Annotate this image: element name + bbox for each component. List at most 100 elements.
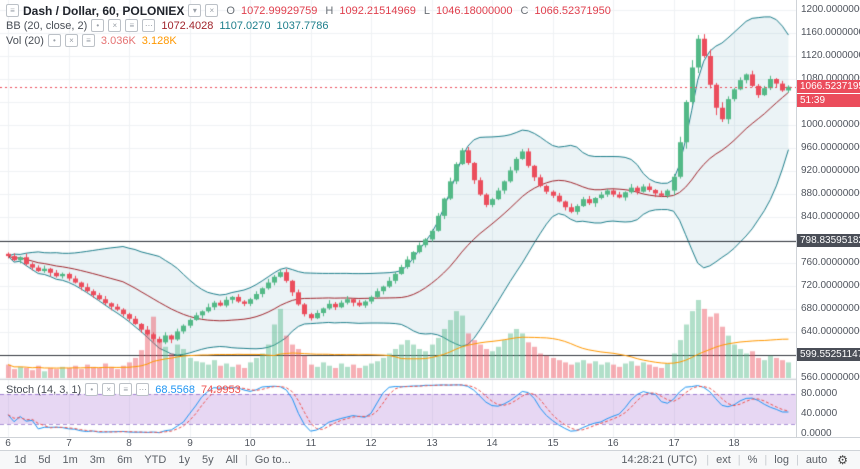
countdown-tag: 51:39 [797, 94, 860, 107]
high-label: H [325, 4, 334, 17]
range-button-6m[interactable]: 6m [117, 454, 133, 466]
time-axis-label: 6 [5, 438, 11, 449]
stoch-more-icon[interactable]: ⋯ [136, 383, 150, 396]
range-button-5y[interactable]: 5y [201, 454, 214, 466]
price-axis[interactable]: 1200.00000000 1160.00000000 1120.00000000 1… [796, 0, 860, 439]
legend-collapse-icon[interactable]: ▾ [188, 4, 202, 17]
price-axis-label: 640.00000000 [801, 326, 860, 337]
high-value: 1092.21514969 [339, 4, 416, 17]
bb-basis-value: 1072.4028 [161, 19, 214, 32]
symbol-row: ≡ Dash / Dollar, 60, POLONIEX ▾ × O 1072… [6, 3, 611, 18]
clock-display[interactable]: 14:28:21 (UTC) [621, 454, 698, 466]
time-axis-label: 13 [426, 438, 438, 449]
low-label: L [423, 4, 430, 17]
time-axis-label: 9 [187, 438, 193, 449]
goto-button[interactable]: Go to... [254, 454, 291, 466]
price-axis-label: 680.00000000 [801, 303, 860, 314]
bb-more-icon[interactable]: ⋯ [142, 19, 156, 32]
stoch-axis-label: 40.0000 [801, 408, 838, 419]
stoch-d-value: 74.9953 [200, 383, 241, 396]
bb-settings-icon[interactable]: ≡ [125, 19, 139, 32]
percent-button[interactable]: % [747, 454, 758, 466]
range-button-3m[interactable]: 3m [89, 454, 106, 466]
chart-menu-icon[interactable]: ≡ [6, 4, 19, 17]
vol-settings-icon[interactable]: ≡ [81, 34, 95, 47]
time-axis-label: 14 [486, 438, 498, 449]
bb-remove-icon[interactable]: × [108, 19, 122, 32]
range-button-1m[interactable]: 1m [62, 454, 78, 466]
close-value: 1066.52371950 [534, 4, 611, 17]
range-button-ytd[interactable]: YTD [144, 454, 167, 466]
time-axis-label: 11 [305, 438, 317, 449]
price-axis-label: 560.00000000 [801, 372, 860, 383]
range-button-1d[interactable]: 1d [14, 454, 27, 466]
toolbar-divider: | [244, 454, 248, 466]
bottom-toolbar: 1d 5d 1m 3m 6m YTD 1y 5y All | Go to... 14:28:21… [0, 450, 860, 469]
bb-label[interactable]: BB (20, close, 2) [6, 19, 88, 32]
bb-indicator-row: BB (20, close, 2) • × ≡ ⋯ 1072.4028 1107… [6, 18, 611, 33]
auto-button[interactable]: auto [805, 454, 828, 466]
stoch-axis-label: 80.0000 [801, 388, 838, 399]
price-axis-label: 920.00000000 [801, 165, 860, 176]
price-axis-label: 720.00000000 [801, 280, 860, 291]
time-axis-label: 10 [244, 438, 256, 449]
stoch-indicator-row: Stoch (14, 3, 1) • × ≡ ⋯ 68.5568 74.9953 [6, 382, 241, 397]
stoch-remove-icon[interactable]: × [102, 383, 116, 396]
stoch-k-value: 68.5568 [155, 383, 195, 396]
toolbar-divider: | [737, 454, 741, 466]
vol-visibility-icon[interactable]: • [47, 34, 61, 47]
close-label: C [520, 4, 529, 17]
vol-ma-value: 3.128K [141, 34, 177, 47]
price-axis-label: 1080.00000000 [801, 73, 860, 84]
time-axis[interactable]: 6 7 8 9 10 11 12 13 14 15 16 17 18 [0, 437, 860, 450]
price-axis-label: 1160.00000000 [801, 27, 860, 38]
symbol-title[interactable]: Dash / Dollar, 60, POLONIEX [23, 3, 185, 18]
stoch-axis-label: 0.0000 [801, 428, 832, 439]
open-value: 1072.99929759 [240, 4, 318, 17]
level-price-tag: 599.55251147 [797, 348, 860, 361]
vol-value: 3.036K [100, 34, 136, 47]
time-axis-label: 18 [728, 438, 740, 449]
range-button-all[interactable]: All [225, 454, 238, 466]
last-price-tag: 1066.52371950 [797, 80, 860, 93]
stoch-visibility-icon[interactable]: • [85, 383, 99, 396]
range-button-5d[interactable]: 5d [38, 454, 51, 466]
bb-lower-value: 1037.7786 [276, 19, 329, 32]
ext-button[interactable]: ext [716, 454, 731, 466]
price-axis-label: 1000.00000000 [801, 119, 860, 130]
vol-label[interactable]: Vol (20) [6, 34, 44, 47]
main-legend: ≡ Dash / Dollar, 60, POLONIEX ▾ × O 1072… [6, 3, 611, 48]
time-axis-label: 17 [668, 438, 680, 449]
price-axis-label: 880.00000000 [801, 188, 860, 199]
time-axis-label: 16 [607, 438, 619, 449]
price-axis-label: 1120.00000000 [801, 50, 860, 61]
time-axis-label: 8 [126, 438, 132, 449]
price-axis-label: 960.00000000 [801, 142, 860, 153]
range-button-1y[interactable]: 1y [178, 454, 190, 466]
log-button[interactable]: log [774, 454, 789, 466]
vol-remove-icon[interactable]: × [64, 34, 78, 47]
range-buttons: 1d 5d 1m 3m 6m YTD 1y 5y All [8, 454, 244, 466]
open-label: O [226, 4, 235, 17]
stoch-label[interactable]: Stoch (14, 3, 1) [6, 383, 82, 396]
toolbar-divider: | [764, 454, 768, 466]
time-axis-label: 15 [547, 438, 559, 449]
price-axis-label: 760.00000000 [801, 257, 860, 268]
legend-close-icon[interactable]: × [205, 4, 219, 17]
bb-upper-value: 1107.0270 [219, 19, 271, 32]
low-value: 1046.18000000 [435, 4, 513, 17]
price-axis-label: 1200.00000000 [801, 4, 860, 15]
time-axis-label: 12 [365, 438, 377, 449]
price-axis-label: 840.00000000 [801, 211, 860, 222]
time-axis-label: 7 [66, 438, 72, 449]
stoch-legend: Stoch (14, 3, 1) • × ≡ ⋯ 68.5568 74.9953 [6, 382, 241, 397]
level-price-tag: 798.83595182 [797, 234, 860, 247]
toolbar-divider: | [706, 454, 710, 466]
bb-visibility-icon[interactable]: • [91, 19, 105, 32]
toolbar-divider: | [795, 454, 799, 466]
vol-indicator-row: Vol (20) • × ≡ 3.036K 3.128K [6, 33, 611, 48]
price-chart-canvas[interactable] [0, 0, 796, 437]
stoch-settings-icon[interactable]: ≡ [119, 383, 133, 396]
settings-gear-icon[interactable]: ⚙ [837, 453, 848, 467]
